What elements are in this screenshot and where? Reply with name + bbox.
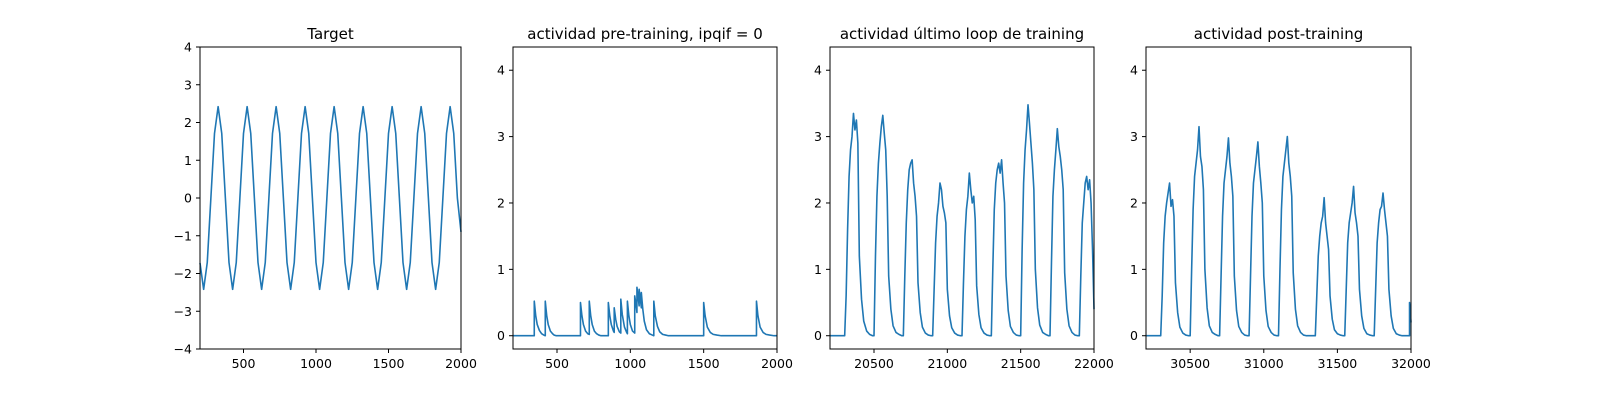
- x-tick-label: 1500: [688, 356, 720, 371]
- y-tick-label: 4: [814, 63, 822, 78]
- x-tick-label: 32000: [1391, 356, 1431, 371]
- y-tick-label: 1: [814, 262, 822, 277]
- x-tick-label: 1500: [373, 356, 405, 371]
- chart-title: actividad post-training: [1194, 25, 1363, 43]
- y-tick-label: 0: [814, 328, 822, 343]
- series-line: [513, 286, 777, 337]
- y-tick-label: −4: [174, 342, 192, 357]
- y-tick-label: 2: [1130, 195, 1138, 210]
- x-tick-label: 1000: [300, 356, 332, 371]
- x-tick-label: 30500: [1170, 356, 1210, 371]
- y-tick-label: 0: [1130, 328, 1138, 343]
- y-tick-label: 1: [497, 262, 505, 277]
- chart-title: Target: [306, 25, 354, 43]
- y-tick-label: 4: [184, 40, 192, 55]
- x-tick-label: 2000: [761, 356, 793, 371]
- x-tick-label: 1000: [614, 356, 646, 371]
- x-tick-label: 500: [232, 356, 256, 371]
- y-tick-label: 1: [184, 153, 192, 168]
- x-tick-label: 500: [545, 356, 569, 371]
- y-tick-label: 4: [497, 63, 505, 78]
- y-tick-label: 3: [814, 129, 822, 144]
- x-tick-label: 21500: [1001, 356, 1041, 371]
- chart-panel-4: 30500 31000 31500 32000 0 1 2 3 4 actividad post-…: [1130, 25, 1431, 371]
- y-tick-label: 0: [497, 328, 505, 343]
- y-tick-label: 3: [497, 129, 505, 144]
- axes-frame: [1145, 46, 1412, 350]
- chart-title: actividad pre-training, ipqif = 0: [527, 25, 763, 43]
- x-tick-label: 31000: [1244, 356, 1284, 371]
- y-tick-label: −3: [174, 304, 192, 319]
- y-tick-label: 2: [497, 195, 505, 210]
- y-tick-label: −1: [174, 228, 192, 243]
- y-tick-label: −2: [174, 266, 192, 281]
- chart-panel-3: 20500 21000 21500 22000 0 1 2 3 4 actividad últim…: [814, 25, 1114, 371]
- chart-panel-2: 500 1000 1500 2000 0 1 2 3 4 actividad pre-traini…: [497, 25, 793, 371]
- x-tick-label: 22000: [1074, 356, 1114, 371]
- chart-panel-1: 500 1000 1500 2000 −4 −3 −2 −1 0 1 2 3 4 Target: [174, 25, 477, 371]
- y-tick-label: 4: [1130, 63, 1138, 78]
- axes-frame: [512, 46, 778, 350]
- y-tick-label: 2: [184, 115, 192, 130]
- x-tick-label: 31500: [1318, 356, 1358, 371]
- axes-frame: [829, 46, 1095, 350]
- x-tick-label: 21000: [927, 356, 967, 371]
- y-tick-label: 3: [1130, 129, 1138, 144]
- y-tick-label: 1: [1130, 262, 1138, 277]
- y-tick-label: 3: [184, 77, 192, 92]
- series-line: [1146, 125, 1412, 337]
- x-tick-label: 20500: [854, 356, 894, 371]
- x-tick-label: 2000: [445, 356, 477, 371]
- series-line: [199, 105, 462, 291]
- y-tick-label: 0: [184, 191, 192, 206]
- chart-title: actividad último loop de training: [840, 25, 1084, 43]
- series-line: [830, 103, 1095, 337]
- y-tick-label: 2: [814, 195, 822, 210]
